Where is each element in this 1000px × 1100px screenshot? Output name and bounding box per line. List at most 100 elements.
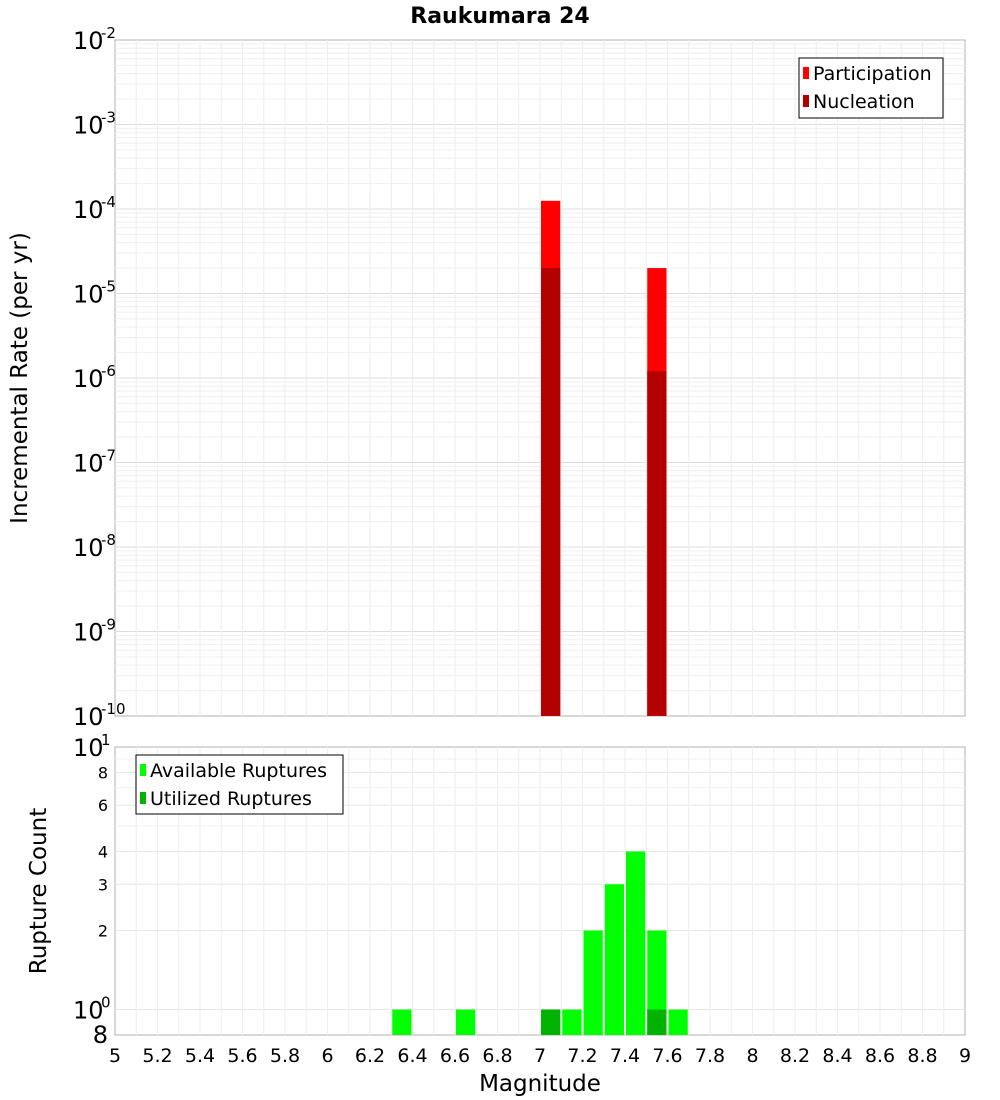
top-y-tick-exponent: -9 — [101, 616, 116, 634]
available-ruptures-bar — [583, 930, 603, 1035]
x-tick-label: 6.6 — [440, 1045, 470, 1067]
x-tick-label: 9 — [959, 1045, 971, 1067]
top-y-ticks: 10-210-310-410-510-610-710-810-910-10 — [73, 24, 126, 731]
top-y-tick-base: 10 — [73, 365, 104, 393]
bottom-grid — [115, 747, 965, 1035]
chart-title: Raukumara 24 — [410, 4, 589, 29]
top-y-tick-base: 10 — [73, 27, 104, 55]
bottom-y-tick-base: 10 — [73, 997, 104, 1025]
legend-available-label: Available Ruptures — [150, 760, 327, 782]
top-y-tick: 10-4 — [73, 193, 116, 224]
utilized-ruptures-bar — [541, 1009, 561, 1035]
legend-utilized-label: Utilized Ruptures — [150, 788, 312, 810]
available-ruptures-bar — [604, 884, 624, 1035]
bottom-y-axis-label: Rupture Count — [26, 808, 52, 974]
legend-participation-label: Participation — [813, 63, 932, 85]
nucleation-bar — [541, 268, 561, 716]
bottom-legend: Available Ruptures Utilized Ruptures — [135, 754, 344, 815]
bottom-y-tick-label: 6 — [98, 796, 108, 815]
x-tick-label: 8.8 — [907, 1045, 937, 1067]
x-tick-label: 8.2 — [780, 1045, 810, 1067]
top-y-tick-base: 10 — [73, 281, 104, 309]
top-y-tick-exponent: -8 — [101, 531, 116, 549]
bottom-y-tick: 4 — [98, 842, 108, 861]
top-y-tick-exponent: -3 — [101, 109, 116, 127]
x-tick-label: 8.4 — [822, 1045, 852, 1067]
bottom-y-tick-exponent: 1 — [101, 731, 111, 749]
bottom-y-tick-label: 3 — [98, 875, 108, 894]
x-tick-label: 6.4 — [397, 1045, 427, 1067]
x-tick-label: 5 — [109, 1045, 121, 1067]
x-tick-label: 5.4 — [185, 1045, 215, 1067]
top-y-tick-base: 10 — [73, 619, 104, 647]
bottom-y-tick: 6 — [98, 796, 108, 815]
bottom-y-tick-label: 8 — [98, 763, 108, 782]
bottom-y-tick: 3 — [98, 875, 108, 894]
top-y-tick-base: 10 — [73, 534, 104, 562]
x-ticks: 5 5.2 5.4 5.6 5.8 6 6.2 6.4 6.6 6.8 7 7.2 7.4 7.6 7.8 8… — [109, 1045, 971, 1067]
top-legend-box — [798, 57, 944, 119]
bottom-y-tick: 101 — [73, 731, 111, 762]
bottom-y-tick: 8 — [98, 763, 108, 782]
legend-available-swatch — [140, 764, 146, 776]
top-y-tick-base: 10 — [73, 112, 104, 140]
x-tick-label: 5.2 — [142, 1045, 172, 1067]
top-bars — [541, 200, 667, 717]
top-y-tick: 10-3 — [73, 109, 116, 140]
x-tick-label: 8.6 — [865, 1045, 895, 1067]
bottom-y-tick-label: 4 — [98, 842, 108, 861]
available-ruptures-bar — [392, 1009, 412, 1035]
bottom-y-tick: 100 — [73, 994, 111, 1025]
top-y-tick-exponent: -2 — [101, 24, 116, 42]
top-y-tick: 10-9 — [73, 616, 116, 647]
top-y-tick-exponent: -4 — [101, 193, 116, 211]
available-ruptures-bar — [647, 930, 667, 1035]
x-tick-label: 6.2 — [355, 1045, 385, 1067]
x-tick-label: 8 — [746, 1045, 758, 1067]
x-axis-label: Magnitude — [479, 1071, 601, 1097]
available-ruptures-bar — [626, 851, 646, 1035]
top-y-tick: 10-6 — [73, 362, 116, 393]
utilized-ruptures-bar — [647, 1009, 667, 1035]
top-y-tick: 10-7 — [73, 447, 116, 478]
bottom-y-tick: 8 — [93, 1021, 108, 1049]
top-y-tick-exponent: -7 — [101, 447, 116, 465]
top-y-tick-base: 10 — [73, 196, 104, 224]
x-tick-label: 7.2 — [567, 1045, 597, 1067]
legend-participation-swatch — [803, 67, 809, 79]
legend-nucleation-label: Nucleation — [813, 91, 915, 113]
top-y-tick: 10-5 — [73, 278, 116, 309]
available-ruptures-bar — [562, 1009, 582, 1035]
x-tick-label: 6.8 — [482, 1045, 512, 1067]
bottom-y-tick-exponent: 0 — [101, 994, 111, 1012]
available-ruptures-bar — [668, 1009, 688, 1035]
top-y-tick: 10-2 — [73, 24, 116, 55]
x-tick-label: 6 — [321, 1045, 333, 1067]
legend-nucleation-swatch — [803, 95, 809, 107]
nucleation-bar — [647, 371, 667, 716]
x-tick-label: 7.6 — [652, 1045, 682, 1067]
top-panel: 10-210-310-410-510-610-710-810-910-10 In… — [7, 24, 966, 731]
top-y-tick-base: 10 — [73, 703, 104, 731]
top-y-tick-exponent: -10 — [101, 700, 126, 718]
legend-utilized-swatch — [140, 792, 146, 804]
bottom-bars — [392, 851, 688, 1035]
top-y-tick: 10-8 — [73, 531, 116, 562]
bottom-y-tick-label: 2 — [98, 922, 108, 941]
top-legend: Participation Nucleation — [798, 57, 944, 119]
bottom-legend-box — [135, 754, 344, 815]
top-grid — [115, 40, 965, 716]
x-tick-label: 7 — [534, 1045, 546, 1067]
bottom-y-tick: 2 — [98, 922, 108, 941]
bottom-y-tick-label: 8 — [93, 1021, 108, 1049]
x-tick-label: 5.6 — [227, 1045, 257, 1067]
x-tick-label: 5.8 — [270, 1045, 300, 1067]
top-y-tick-exponent: -6 — [101, 362, 116, 380]
top-y-axis-label: Incremental Rate (per yr) — [7, 232, 33, 524]
top-y-tick-exponent: -5 — [101, 278, 116, 296]
available-ruptures-bar — [456, 1009, 476, 1035]
bottom-y-tick-base: 10 — [73, 734, 104, 762]
